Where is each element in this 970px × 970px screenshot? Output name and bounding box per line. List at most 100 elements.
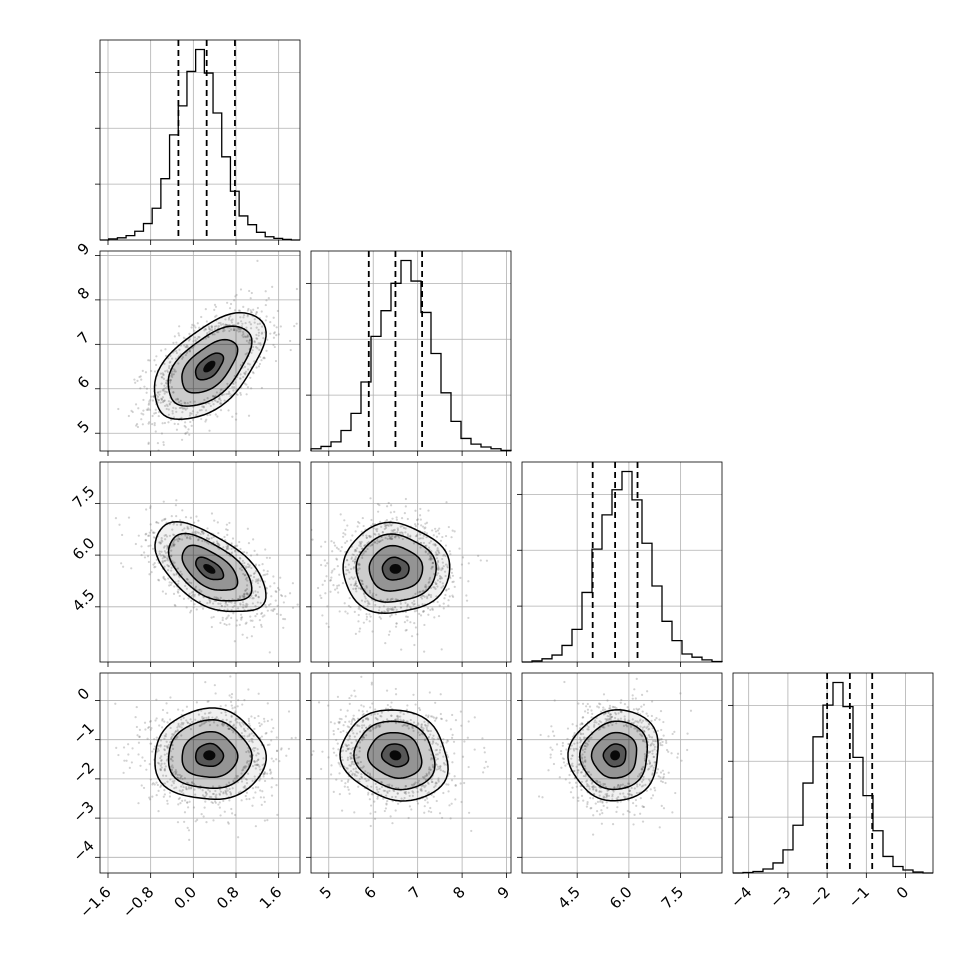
scatter-point [225,793,228,796]
scatter-point [680,759,683,762]
scatter-point [578,763,581,766]
scatter-point [266,702,269,705]
scatter-point [144,539,148,542]
scatter-point [208,330,211,333]
scatter-point [384,807,387,810]
scatter-point [198,588,201,591]
scatter-point [207,325,210,329]
scatter-point [433,586,436,589]
scatter-point [210,325,213,328]
scatter-point [616,801,619,804]
scatter-point [422,784,425,787]
scatter-point [348,735,351,738]
scatter-point [346,748,350,751]
scatter-point [661,780,664,784]
scatter-point [153,561,156,565]
scatter-point [418,537,421,540]
scatter-point [176,776,180,780]
scatter-point [465,594,468,597]
scatter-point [162,795,165,798]
scatter-point [149,506,152,510]
scatter-point [160,382,163,385]
panel-p2-p4 [311,673,511,873]
scatter-point [249,615,252,618]
scatter-point [424,738,427,741]
scatter-point [201,715,204,719]
scatter-point [369,729,373,732]
scatter-point [235,776,238,779]
scatter-point [141,423,144,426]
scatter-point [429,768,432,772]
scatter-point [354,739,358,742]
scatter-point [256,347,259,350]
scatter-point [429,540,433,543]
scatter-point [670,752,673,755]
scatter-point [226,608,229,611]
scatter-point [222,323,225,326]
scatter-point [454,719,458,722]
scatter-point [180,785,183,788]
scatter-point [592,725,596,728]
scatter-point [184,402,187,405]
scatter-point [340,717,343,721]
scatter-point [242,375,245,379]
scatter-point [187,428,190,431]
scatter-point [582,716,585,719]
scatter-point [613,786,616,789]
scatter-point [174,398,178,401]
scatter-point [254,594,257,597]
scatter-point [246,636,249,639]
scatter-point [255,764,259,767]
scatter-point [258,585,261,589]
scatter-point [357,709,361,712]
scatter-point [378,725,381,728]
scatter-point [287,710,291,713]
contour-line [195,556,225,581]
scatter-point [245,576,248,579]
scatter-point [552,762,556,766]
scatter-point [216,597,219,600]
scatter-point [432,716,436,719]
scatter-point [163,737,166,740]
scatter-point [603,726,606,729]
scatter-point [353,773,356,776]
scatter-point [239,547,242,551]
scatter-point [236,717,239,721]
scatter-point [241,559,244,562]
scatter-point [371,543,374,546]
scatter-point [620,710,623,714]
scatter-point [570,764,573,767]
scatter-point [402,723,406,727]
scatter-point [437,777,440,780]
scatter-point [202,406,205,409]
scatter-point [144,728,147,731]
scatter-point [231,318,234,321]
scatter-point [149,742,153,745]
scatter-point [213,327,217,331]
scatter-point [551,748,554,751]
scatter-point [467,580,470,583]
scatter-point [136,425,140,429]
scatter-point [351,754,354,757]
scatter-point [660,728,663,732]
scatter-point [252,597,255,600]
scatter-point [149,523,152,526]
scatter-point [180,790,183,793]
scatter-point [586,708,590,711]
scatter-point [203,795,206,798]
scatter-point [233,328,236,332]
scatter-point [254,763,257,767]
scatter-point [250,351,253,354]
scatter-point [390,613,393,617]
scatter-point [159,372,163,375]
scatter-point [242,765,246,769]
scatter-point [416,518,420,521]
scatter-point [255,337,258,340]
scatter-point [169,418,173,421]
scatter-point [396,802,400,805]
scatter-point [591,712,594,715]
scatter-point [436,529,440,532]
scatter-point [653,786,656,789]
scatter-point [358,746,361,749]
scatter-point [175,736,178,740]
